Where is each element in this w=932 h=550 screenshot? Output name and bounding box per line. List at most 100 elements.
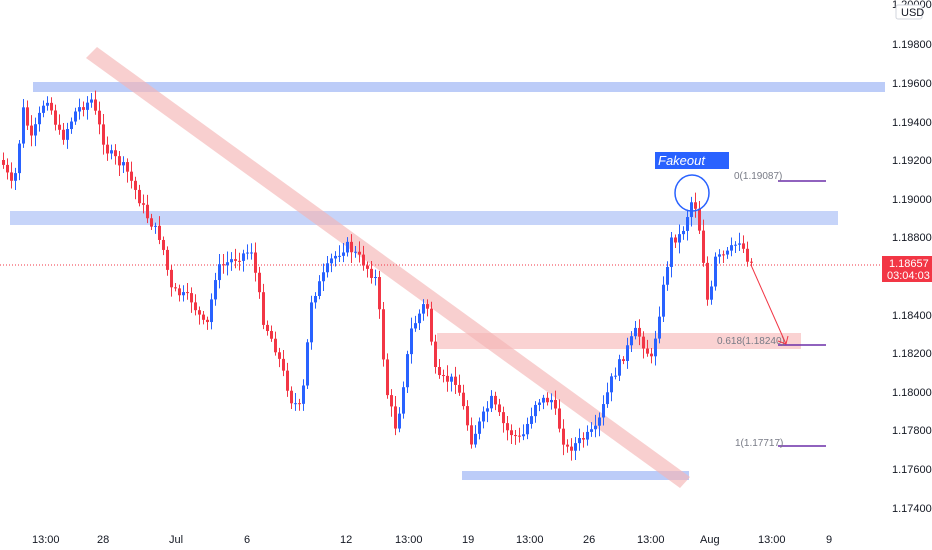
candle-body	[410, 328, 413, 355]
candle-body	[594, 425, 597, 430]
candle-body	[442, 375, 445, 377]
candle-body	[562, 428, 565, 445]
price-tick-1.18400: 1.18400	[892, 310, 932, 322]
candle-body	[638, 327, 641, 337]
candle-body	[582, 438, 585, 440]
candle-body	[114, 150, 117, 157]
price-tick-1.18000: 1.18000	[892, 387, 932, 399]
candle-body	[34, 124, 37, 136]
candle-body	[738, 243, 741, 245]
candle-body	[558, 408, 561, 429]
candle-body	[494, 395, 497, 405]
candle-body	[430, 308, 433, 342]
candle-body	[174, 287, 177, 289]
candle-body	[618, 359, 621, 376]
candle-body	[386, 359, 389, 396]
candle-body	[130, 171, 133, 181]
candle-body	[690, 202, 693, 218]
current-price-countdown: 03:04:03	[887, 270, 930, 282]
candle-body	[294, 403, 297, 405]
candle-body	[578, 438, 581, 444]
candle-body	[714, 256, 717, 287]
candle-body	[250, 252, 253, 254]
candle-body	[54, 110, 57, 125]
candle-body	[550, 399, 553, 403]
candle-body	[546, 397, 549, 403]
candle-body	[202, 314, 205, 320]
fib-label-1: 1(1.17717)	[735, 438, 783, 449]
price-tick-1.17800: 1.17800	[892, 425, 932, 437]
candle-body	[422, 304, 425, 314]
candle-body	[418, 313, 421, 324]
candle-body	[50, 102, 53, 111]
candle-body	[626, 345, 629, 361]
candle-body	[98, 110, 101, 125]
price-tick-1.19000: 1.19000	[892, 194, 932, 206]
support-resistance-zone	[10, 211, 838, 225]
candle-body	[466, 406, 469, 426]
fakeout-label: Fakeout	[658, 153, 706, 168]
candle-body	[222, 264, 225, 266]
candle-body	[746, 248, 749, 262]
candle-body	[314, 296, 317, 303]
time-tick-1300-d: 13:00	[637, 534, 665, 546]
price-axis[interactable]: 1.20000 USD 1.19800 1.19600 1.19400 1.19…	[882, 0, 932, 515]
candle-body	[478, 421, 481, 434]
time-tick-12: 12	[340, 534, 352, 546]
candle-body	[526, 423, 529, 435]
candle-body	[450, 376, 453, 382]
candle-body	[590, 429, 593, 432]
time-tick-28: 28	[97, 534, 109, 546]
candle-body	[674, 237, 677, 243]
price-tick-1.19200: 1.19200	[892, 155, 932, 167]
price-tick-1.17400: 1.17400	[892, 503, 932, 515]
candle-body	[286, 370, 289, 391]
candle-body	[642, 336, 645, 349]
candle-body	[278, 352, 281, 359]
candle-body	[242, 253, 245, 261]
candle-body	[302, 385, 305, 404]
candle-body	[298, 403, 301, 405]
price-tick-1.19600: 1.19600	[892, 78, 932, 90]
candle-body	[214, 280, 217, 300]
price-tick-1.17600: 1.17600	[892, 464, 932, 476]
time-tick-19: 19	[462, 534, 474, 546]
candle-body	[510, 430, 513, 436]
candle-body	[434, 341, 437, 368]
time-tick-9: 9	[826, 534, 832, 546]
candle-body	[194, 302, 197, 311]
candle-body	[622, 359, 625, 361]
candle-body	[70, 121, 73, 130]
currency-badge[interactable]	[895, 4, 923, 20]
time-tick-1300-c: 13:00	[516, 534, 544, 546]
candle-body	[474, 433, 477, 445]
candle-body	[670, 237, 673, 267]
candle-body	[22, 107, 25, 144]
candle-body	[470, 425, 473, 445]
candle-body	[538, 402, 541, 405]
time-axis[interactable]: 13:00 28 Jul 6 12 13:00 19 13:00 26 13:0…	[32, 534, 832, 546]
candle-body	[334, 255, 337, 259]
candle-body	[390, 395, 393, 407]
candle-body	[82, 107, 85, 110]
candle-body	[486, 408, 489, 412]
time-tick-1300-a: 13:00	[32, 534, 60, 546]
candle-body	[506, 423, 509, 431]
candle-body	[234, 259, 237, 261]
candle-body	[62, 129, 65, 140]
candle-body	[38, 112, 41, 125]
candle-body	[142, 203, 145, 205]
candle-body	[734, 244, 737, 246]
fakeout-callout	[655, 152, 729, 169]
candle-body	[126, 162, 129, 172]
candle-body	[650, 353, 653, 357]
descending-trendline[interactable]	[86, 47, 690, 488]
candle-body	[166, 249, 169, 270]
candle-body	[722, 254, 725, 256]
resistance-zone-upper	[33, 82, 885, 92]
candle-body	[454, 376, 457, 385]
candle-body	[198, 310, 201, 315]
support-zone-lower	[462, 471, 689, 480]
